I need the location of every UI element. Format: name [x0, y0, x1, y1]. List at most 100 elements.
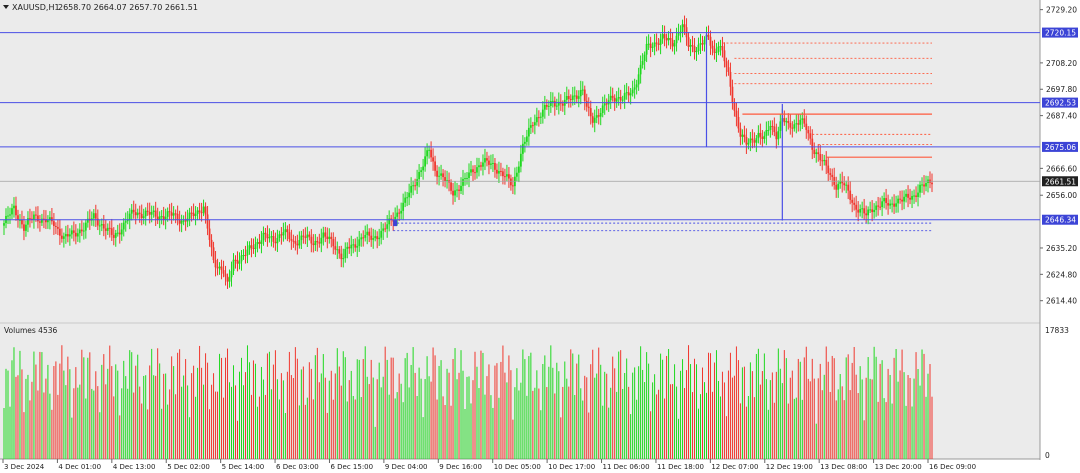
candle-body — [715, 51, 718, 53]
candle-body — [895, 203, 897, 207]
candle-body — [33, 214, 35, 220]
candle-body — [805, 123, 808, 130]
candle-body — [683, 24, 686, 28]
candle-body — [102, 224, 105, 229]
candle-body — [482, 162, 484, 167]
annotations — [393, 32, 933, 232]
candle-body — [597, 115, 600, 117]
x-tick-label: 5 Dec 14:00 — [222, 463, 265, 471]
candle-body — [260, 240, 263, 244]
candle-body — [557, 101, 560, 106]
candle-body — [569, 98, 572, 100]
candle-body — [112, 234, 115, 238]
candle-body — [308, 234, 311, 237]
candle-body — [641, 61, 644, 65]
candle-body — [416, 179, 419, 186]
candle-body — [494, 163, 496, 170]
candle-body — [721, 46, 724, 51]
candle-body — [318, 242, 321, 244]
candle-body — [246, 249, 249, 256]
candle-body — [811, 138, 814, 150]
candle-body — [84, 222, 87, 231]
y-tick-label: 2635.20 — [1046, 244, 1077, 253]
candle-body — [591, 116, 594, 123]
candle-body — [659, 39, 662, 45]
candle-body — [755, 138, 758, 143]
candle-body — [424, 156, 426, 167]
candle-body — [458, 189, 460, 191]
candle-body — [661, 34, 664, 40]
candle-body — [599, 112, 602, 117]
candle-body — [244, 255, 247, 257]
x-tick-label: 3 Dec 2024 — [4, 463, 45, 471]
candle-body — [703, 39, 706, 45]
candle-body — [372, 238, 375, 240]
candle-body — [176, 213, 179, 220]
candle-body — [779, 121, 782, 131]
candle-body — [210, 239, 213, 248]
candle-body — [450, 182, 452, 191]
ohlc-readout: 2658.70 2664.07 2657.70 2661.51 — [58, 3, 198, 12]
candle-body — [537, 117, 540, 119]
candle-body — [104, 228, 107, 231]
volume-bars — [3, 345, 933, 459]
candle-body — [45, 219, 47, 223]
candle-body — [170, 212, 173, 216]
candle-body — [264, 232, 267, 235]
candle-body — [134, 212, 137, 216]
candle-body — [651, 46, 654, 48]
candle-body — [853, 202, 856, 205]
candle-body — [825, 159, 828, 166]
candle-body — [761, 136, 764, 139]
candle-body — [545, 105, 548, 107]
candle-body — [3, 223, 5, 226]
candle-body — [404, 197, 407, 203]
x-tick-label: 6 Dec 03:00 — [276, 463, 319, 471]
candle-body — [310, 236, 313, 244]
candle-body — [737, 116, 740, 129]
candle-body — [240, 255, 243, 262]
candle-body — [725, 61, 728, 68]
candle-body — [368, 231, 371, 236]
candle-body — [923, 184, 925, 187]
candle-body — [617, 96, 620, 99]
volume-max-label: 17833 — [1045, 326, 1069, 335]
candle-body — [521, 143, 524, 154]
candle-body — [230, 270, 233, 278]
x-tick-label: 5 Dec 02:00 — [167, 463, 210, 471]
candle-body — [743, 134, 746, 138]
candle-body — [436, 170, 438, 177]
candle-body — [711, 45, 714, 49]
candle-body — [921, 184, 923, 186]
candle-body — [609, 95, 612, 101]
candle-body — [136, 212, 139, 216]
candle-body — [753, 140, 756, 143]
candle-body — [813, 149, 816, 155]
x-tick-label: 11 Dec 06:00 — [603, 463, 650, 471]
candle-body — [468, 172, 470, 178]
level-label: 2692.53 — [1045, 99, 1076, 108]
candle-body — [575, 95, 578, 99]
candle-body — [456, 189, 458, 191]
candle-body — [789, 123, 792, 128]
candle-body — [763, 135, 766, 139]
candle-body — [47, 220, 49, 223]
candle-body — [573, 95, 576, 97]
candle-body — [378, 237, 381, 240]
candle-body — [506, 174, 508, 177]
dropdown-triangle-icon[interactable] — [3, 5, 9, 9]
candle-body — [731, 86, 734, 103]
candle-body — [434, 161, 436, 171]
candle-body — [707, 34, 710, 37]
candle-body — [775, 132, 778, 140]
candle-body — [98, 225, 101, 227]
candle-body — [527, 127, 530, 137]
x-tick-label: 11 Dec 18:00 — [657, 463, 704, 471]
candle-body — [268, 237, 271, 239]
candle-body — [420, 170, 423, 172]
candles — [3, 15, 933, 289]
candle-body — [21, 219, 23, 225]
candle-body — [160, 216, 163, 218]
candle-body — [406, 197, 409, 199]
